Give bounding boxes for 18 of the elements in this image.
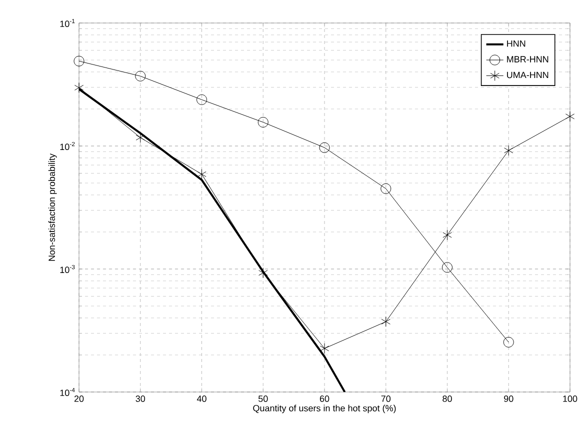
x-axis-title: Quantity of users in the hot spot (%) — [253, 404, 396, 414]
x-tick-label: 90 — [504, 396, 514, 402]
x-tick-label: 70 — [381, 396, 391, 402]
x-tick-label: 50 — [258, 396, 268, 402]
y-axis-title: Non-satisfaction probability — [48, 154, 57, 261]
x-tick-label: 60 — [320, 396, 330, 402]
y-tick-label: 10$^{-1}$ — [60, 18, 75, 28]
y-tick-label: 10$^{-4}$ — [60, 388, 75, 396]
y-tick-label: 10$^{-3}$ — [60, 264, 75, 274]
legend-label: UMA-HNN — [507, 72, 548, 78]
legend-label: MBR-HNN — [507, 56, 548, 62]
legend-label: HNN — [507, 40, 526, 47]
y-tick-label: 10$^{-2}$ — [60, 142, 75, 150]
x-tick-label: 30 — [136, 396, 146, 402]
x-tick-label: 20 — [74, 396, 84, 402]
x-tick-label: 80 — [442, 396, 452, 402]
x-tick-label: 100 — [563, 396, 578, 402]
x-tick-label: 40 — [196, 396, 206, 402]
